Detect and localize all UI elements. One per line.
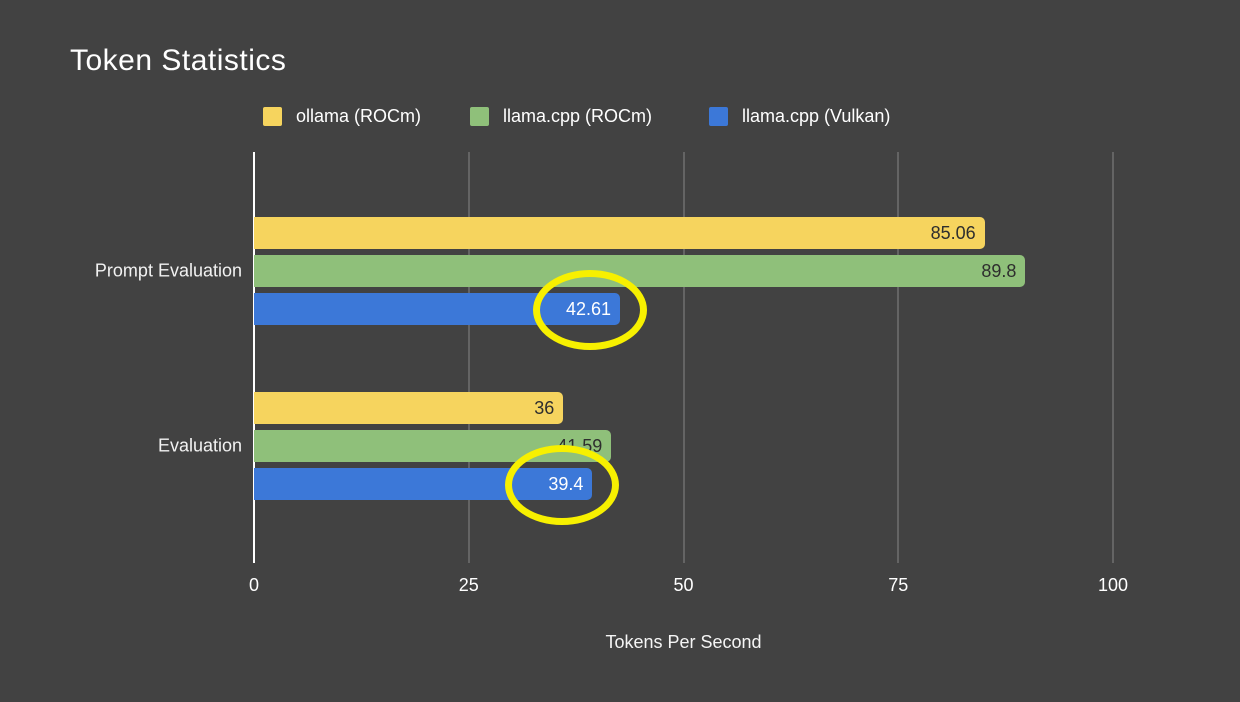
legend-swatch-llama-cpp-rocm bbox=[470, 106, 489, 126]
gridline-100 bbox=[1112, 152, 1114, 563]
x-tick-label-25: 25 bbox=[458, 575, 479, 595]
x-axis-title: Tokens Per Second bbox=[605, 632, 762, 652]
gridline-75 bbox=[897, 152, 900, 563]
bar-ollama-rocm-prompt-evaluation: 85.06 bbox=[254, 217, 985, 249]
legend-item-llama-cpp-vulkan: llama.cpp (Vulkan) bbox=[709, 104, 890, 128]
x-tick-label-50: 50 bbox=[673, 575, 694, 595]
bar-llama-cpp-rocm-prompt-evaluation: 89.8 bbox=[254, 255, 1026, 287]
chart-legend: ollama (ROCm) llama.cpp (ROCm) llama.cpp (… bbox=[0, 104, 1240, 130]
legend-label-llama-cpp-vulkan: llama.cpp (Vulkan) bbox=[742, 105, 891, 126]
legend-label-ollama-rocm: ollama (ROCm) bbox=[296, 105, 422, 126]
legend-item-llama-cpp-rocm: llama.cpp (ROCm) bbox=[470, 104, 652, 128]
legend-swatch-llama-cpp-vulkan bbox=[709, 106, 728, 126]
y-axis-line bbox=[253, 152, 255, 563]
bar-value-label: 89.8 bbox=[981, 260, 1017, 281]
bar-value-label: 85.06 bbox=[930, 222, 976, 243]
bar-ollama-rocm-evaluation: 36 bbox=[254, 392, 564, 424]
legend-label-llama-cpp-rocm: llama.cpp (ROCm) bbox=[503, 105, 653, 126]
x-tick-label-75: 75 bbox=[888, 575, 909, 595]
legend-swatch-ollama-rocm bbox=[263, 106, 282, 126]
x-tick-label-100: 100 bbox=[1097, 575, 1129, 595]
category-label-evaluation: Evaluation bbox=[157, 435, 242, 456]
highlight-ellipse-1 bbox=[533, 270, 648, 350]
chart-title: Token Statistics bbox=[70, 44, 287, 77]
bar-value-label: 36 bbox=[534, 397, 555, 418]
legend-item-ollama-rocm: ollama (ROCm) bbox=[263, 104, 421, 128]
x-tick-label-0: 0 bbox=[248, 575, 260, 595]
gridline-25 bbox=[467, 152, 470, 563]
category-label-prompt-evaluation: Prompt Evaluation bbox=[94, 260, 242, 281]
highlight-ellipse-2 bbox=[505, 445, 620, 525]
gridline-50 bbox=[682, 152, 685, 563]
